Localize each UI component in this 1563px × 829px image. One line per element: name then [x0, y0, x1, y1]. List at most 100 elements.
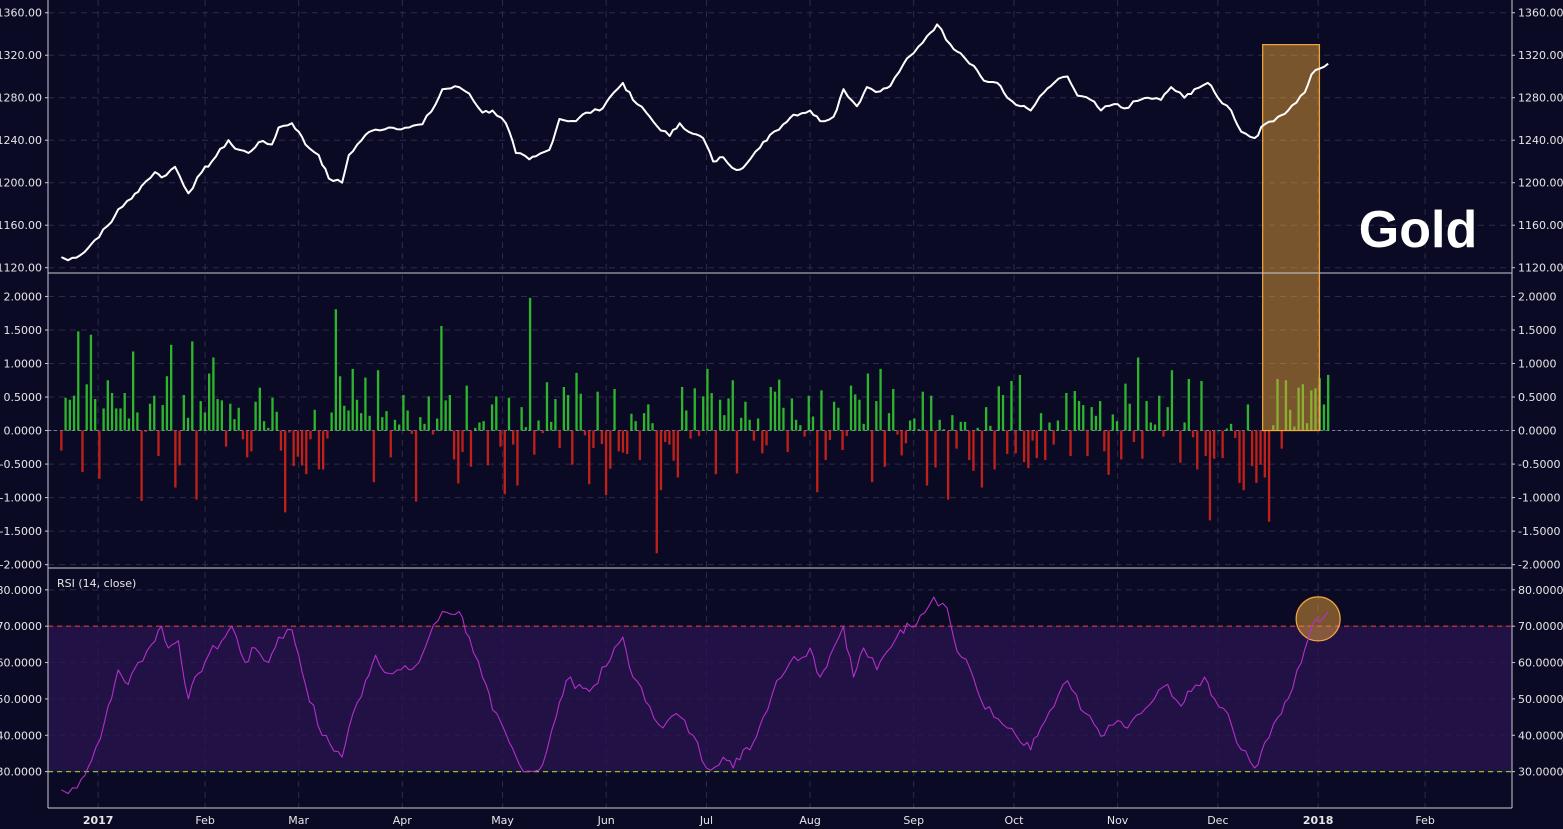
highlight-box [1262, 44, 1321, 432]
rsi-line [61, 596, 1329, 795]
change-bar [330, 412, 333, 431]
y-tick-label-left: -2.0000 [0, 559, 42, 572]
y-tick-label-left: 1360.00 [0, 7, 42, 20]
change-bar [896, 430, 899, 435]
change-bar [1217, 430, 1220, 432]
change-bar [343, 405, 346, 431]
change-bar [883, 430, 886, 467]
change-bar [550, 421, 553, 431]
x-tick-label: Jul [699, 814, 713, 827]
change-bar [131, 351, 135, 431]
change-bar [604, 430, 608, 495]
change-bar [955, 430, 958, 449]
x-tick-label: Feb [195, 814, 214, 827]
change-bar [1259, 430, 1262, 465]
change-bar [659, 430, 663, 491]
change-bar [976, 427, 979, 431]
y-tick-label-left: 2.0000 [4, 290, 43, 303]
change-bar [1073, 391, 1076, 431]
change-bar [892, 388, 895, 431]
change-bar [136, 412, 139, 431]
change-bar [807, 395, 810, 431]
y-tick-label-right: 0.0000 [1518, 425, 1557, 438]
y-tick-label-right: 1360.00 [1518, 7, 1563, 20]
y-tick-label-right: 30.0000 [1518, 766, 1563, 779]
change-bar [664, 430, 667, 442]
change-bar [997, 386, 1000, 431]
change-bar [634, 421, 637, 431]
change-bar [866, 373, 870, 431]
x-tick-label: Feb [1415, 814, 1434, 827]
change-bar [347, 410, 350, 431]
change-bar [436, 418, 439, 431]
change-bar [444, 400, 447, 431]
change-bar [161, 405, 164, 431]
change-bar [465, 385, 468, 431]
change-bar [1301, 384, 1304, 431]
change-bar [1115, 421, 1119, 431]
change-bar [642, 413, 646, 431]
change-bar [110, 393, 114, 431]
change-bar [697, 430, 701, 436]
change-bar [989, 425, 992, 431]
change-bar [752, 430, 756, 441]
change-bar [968, 430, 971, 461]
y-tick-label-left: 1320.00 [0, 49, 42, 62]
change-bar [963, 421, 967, 431]
change-bar [499, 430, 502, 447]
change-bar [1250, 430, 1254, 467]
change-bar [1094, 415, 1098, 431]
change-bar [693, 388, 696, 431]
x-axis: 2017 Feb Mar Apr May Jun Jul Aug Sep Oct Nov Dec 201… [83, 814, 1435, 827]
change-bar [1111, 414, 1114, 431]
change-bar [115, 408, 118, 431]
change-bars [60, 297, 1330, 554]
change-bar [744, 401, 747, 431]
change-bar [959, 421, 962, 431]
change-bar [106, 380, 109, 431]
change-bar [208, 373, 211, 431]
change-bar [786, 430, 789, 453]
change-bar [714, 430, 718, 475]
change-bar [1082, 405, 1085, 431]
change-bar [592, 430, 595, 448]
change-bar [638, 430, 642, 461]
change-bar [1014, 430, 1017, 454]
change-bar [1136, 357, 1140, 431]
change-bar [169, 344, 173, 431]
change-bar [474, 427, 477, 431]
change-bar [64, 397, 67, 431]
change-bar [837, 407, 840, 431]
change-bar [199, 401, 202, 431]
change-bar [685, 410, 688, 431]
change-bar [718, 399, 722, 431]
x-tick-label: Apr [393, 814, 413, 827]
y-tick-label-right: 60.0000 [1518, 657, 1563, 670]
change-bar [1124, 383, 1127, 431]
change-bar [845, 430, 848, 436]
change-bar [478, 422, 481, 431]
change-bar [1132, 430, 1136, 442]
change-bar [1272, 425, 1275, 431]
change-bar [858, 399, 861, 431]
change-bar [554, 399, 557, 431]
change-bar [794, 419, 798, 431]
change-bar [647, 404, 650, 431]
change-bar [1284, 380, 1288, 431]
change-bar [951, 415, 954, 431]
change-bar [566, 395, 570, 431]
y-tick-label-left: 80.0000 [0, 584, 42, 597]
change-bar [98, 430, 101, 479]
change-bar [1242, 430, 1245, 491]
change-bar [313, 409, 316, 431]
panel-separators [47, 0, 1513, 809]
change-bar [72, 395, 76, 431]
change-bar [457, 430, 460, 484]
y-tick-label-left: 1120.00 [0, 262, 42, 275]
change-bar [1027, 430, 1030, 469]
x-tick-label: Jun [597, 814, 615, 827]
change-bar [195, 430, 198, 500]
x-tick-label: Mar [288, 814, 309, 827]
y-tick-label-left: 1200.00 [0, 177, 42, 190]
